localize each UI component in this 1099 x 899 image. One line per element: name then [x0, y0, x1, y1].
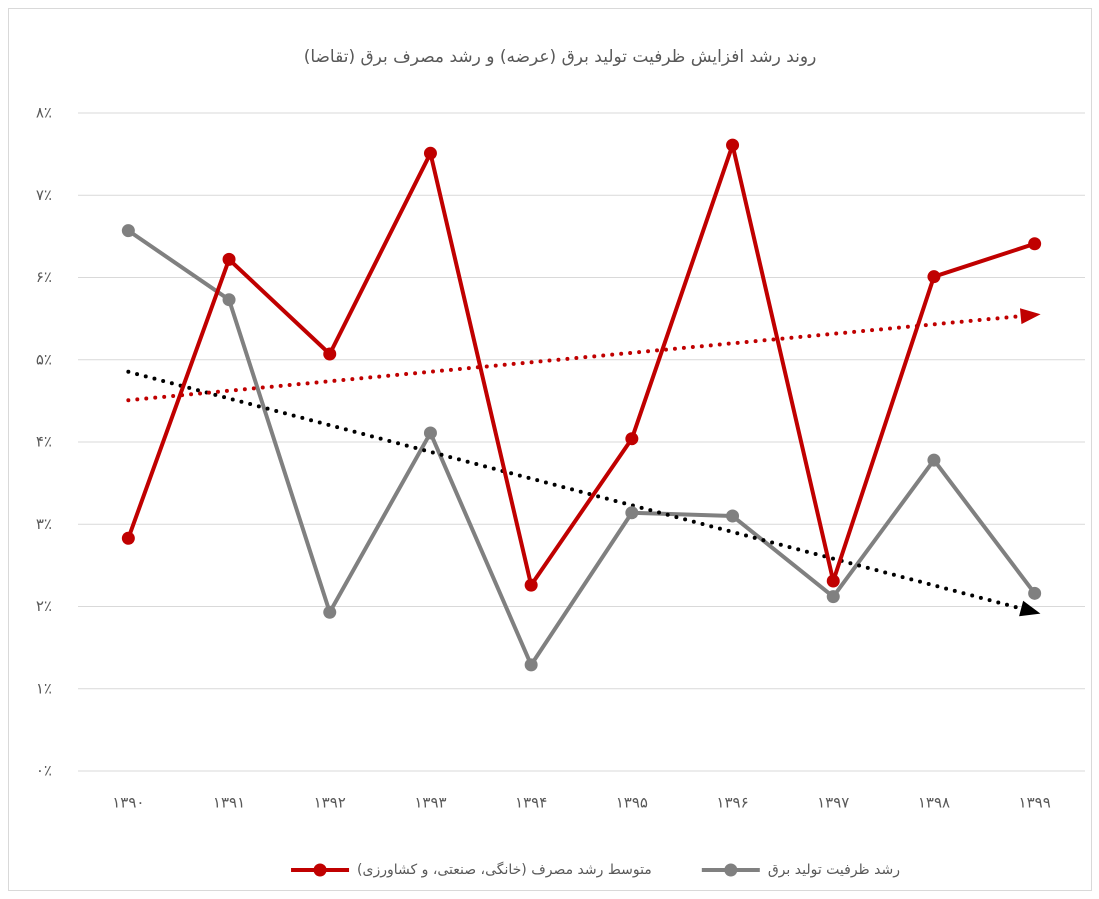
series-marker [726, 509, 740, 523]
y-tick-label: ۶٪ [36, 268, 52, 286]
series-marker [826, 590, 840, 604]
x-tick-label: ۱۳۹۸ [918, 794, 950, 812]
series-marker [423, 146, 437, 160]
trendline [126, 314, 1023, 403]
series-line [127, 228, 1037, 667]
series-marker [1028, 237, 1042, 251]
y-tick-label: ۵٪ [36, 350, 52, 368]
chart-title: روند رشد افزایش ظرفیت تولید برق (عرضه) و… [304, 47, 817, 67]
x-tick-label: ۱۳۹۳ [414, 794, 446, 812]
series-line [126, 143, 1036, 588]
x-tick-label: ۱۳۹۶ [716, 794, 748, 812]
x-tick-label: ۱۳۹۵ [616, 794, 648, 812]
series-marker [927, 453, 941, 467]
trendline [126, 369, 1024, 611]
x-tick-label: ۱۳۹۰ [112, 794, 144, 812]
series-marker [1028, 586, 1042, 600]
y-tick-label: ۰٪ [36, 762, 52, 780]
trendline-arrow [1019, 308, 1041, 325]
legend-label: متوسط رشد مصرف (خانگی، صنعتی، و کشاورزی) [357, 861, 652, 878]
series-marker [222, 252, 236, 266]
x-tick-label: ۱۳۹۷ [817, 794, 849, 812]
x-tick-label: ۱۳۹۹ [1019, 794, 1051, 812]
x-tick-label: ۱۳۹۴ [515, 794, 547, 812]
y-tick-label: ۴٪ [36, 433, 52, 451]
series-marker [726, 138, 740, 152]
series-marker [625, 432, 639, 446]
y-tick-label: ۱٪ [36, 679, 52, 697]
series-marker [423, 426, 437, 440]
legend-dot [313, 863, 327, 877]
y-tick-label: ۳٪ [36, 515, 52, 533]
series-marker [524, 658, 538, 672]
x-tick-label: ۱۳۹۲ [314, 794, 346, 812]
series-marker [121, 224, 135, 238]
series-marker [524, 578, 538, 592]
x-tick-label: ۱۳۹۱ [213, 794, 245, 812]
series-marker [625, 506, 639, 520]
series-marker [826, 574, 840, 588]
legend-dot [724, 863, 738, 877]
trendline-arrow [1019, 600, 1041, 617]
y-tick-label: ۷٪ [36, 186, 52, 204]
y-tick-label: ۸٪ [36, 104, 52, 122]
series-marker [323, 347, 337, 361]
chart-border [8, 8, 1092, 891]
y-tick-label: ۲٪ [36, 597, 52, 615]
series-marker [222, 293, 236, 307]
series-marker [927, 270, 941, 284]
series-marker [121, 531, 135, 545]
legend-label: رشد ظرفیت تولید برق [768, 862, 900, 878]
series-marker [323, 605, 337, 619]
